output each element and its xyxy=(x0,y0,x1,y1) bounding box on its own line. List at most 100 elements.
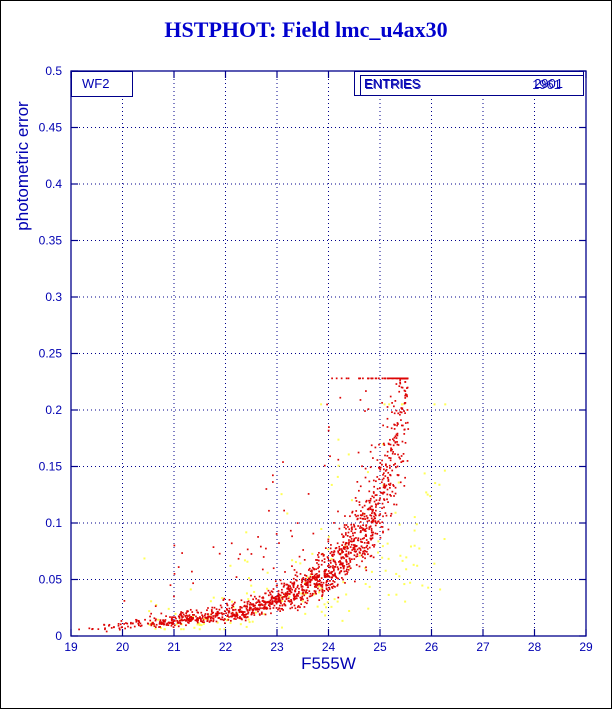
data-point xyxy=(381,526,384,528)
data-point xyxy=(133,625,136,628)
data-point xyxy=(364,528,367,531)
data-point xyxy=(375,509,377,512)
data-point xyxy=(78,628,80,631)
data-point xyxy=(274,601,277,603)
data-point xyxy=(313,590,316,592)
data-point xyxy=(381,502,384,505)
data-point xyxy=(332,585,335,588)
data-point xyxy=(360,540,362,543)
data-point xyxy=(341,577,343,579)
data-point xyxy=(406,460,409,462)
data-point xyxy=(409,581,412,584)
data-point xyxy=(244,613,247,616)
data-point xyxy=(384,512,387,514)
data-point xyxy=(278,597,281,600)
data-point xyxy=(354,580,356,583)
data-point xyxy=(261,607,263,610)
data-point xyxy=(195,615,197,618)
data-point xyxy=(293,593,296,596)
data-point xyxy=(190,620,192,622)
data-point xyxy=(326,601,329,604)
data-point xyxy=(218,628,221,631)
data-point xyxy=(402,460,405,463)
data-point xyxy=(346,555,349,558)
data-point xyxy=(245,616,247,619)
data-point xyxy=(245,592,248,595)
data-point xyxy=(347,569,350,571)
data-point xyxy=(288,593,290,595)
data-point xyxy=(382,473,384,476)
data-point xyxy=(371,544,374,546)
data-point xyxy=(196,623,199,626)
data-point xyxy=(271,600,274,602)
x-axis-title: F555W xyxy=(301,654,356,673)
data-point xyxy=(355,510,358,512)
data-point xyxy=(173,620,176,622)
data-point xyxy=(355,500,358,502)
data-point xyxy=(201,615,204,618)
data-point xyxy=(331,573,334,576)
data-point xyxy=(240,617,243,620)
data-point xyxy=(312,575,314,578)
data-point xyxy=(366,508,369,511)
data-point xyxy=(370,529,373,532)
data-point xyxy=(371,495,374,498)
data-point xyxy=(323,589,326,592)
data-point xyxy=(223,597,226,600)
data-point xyxy=(374,520,377,523)
data-point xyxy=(192,616,194,619)
data-point xyxy=(238,609,240,611)
data-point xyxy=(209,619,212,622)
data-point xyxy=(343,570,346,573)
data-point xyxy=(300,599,302,601)
data-point xyxy=(349,559,352,562)
data-point xyxy=(210,610,213,613)
data-point xyxy=(392,451,395,453)
data-point xyxy=(337,577,340,580)
data-point xyxy=(404,394,407,397)
data-point xyxy=(356,481,359,483)
data-point xyxy=(323,569,326,571)
data-point xyxy=(313,582,316,585)
data-point xyxy=(396,465,399,468)
data-point xyxy=(249,606,251,609)
data-point xyxy=(395,437,398,439)
data-point xyxy=(243,613,246,616)
data-point xyxy=(167,624,170,626)
data-point xyxy=(192,615,195,618)
data-point xyxy=(186,618,189,621)
data-point xyxy=(348,542,350,545)
data-point xyxy=(326,573,329,575)
data-point xyxy=(325,568,328,571)
data-point xyxy=(382,515,384,518)
data-point xyxy=(124,627,127,630)
data-point xyxy=(347,543,350,546)
data-point xyxy=(380,492,383,494)
data-point xyxy=(150,612,153,615)
data-point xyxy=(267,589,270,592)
data-point xyxy=(159,626,161,628)
data-point xyxy=(232,606,235,609)
data-point xyxy=(346,535,349,537)
data-point xyxy=(313,577,315,580)
data-point xyxy=(340,548,343,550)
data-point xyxy=(433,403,436,406)
data-point xyxy=(148,623,151,626)
data-point xyxy=(324,576,326,578)
data-point xyxy=(210,609,213,611)
data-point xyxy=(318,566,320,568)
data-point xyxy=(250,594,252,597)
data-point xyxy=(399,381,401,384)
data-point xyxy=(287,585,290,588)
data-point xyxy=(225,619,228,622)
data-point xyxy=(327,565,329,567)
x-tick-label: 19 xyxy=(64,640,78,654)
data-point xyxy=(363,529,366,532)
data-point xyxy=(305,579,307,582)
data-point xyxy=(330,551,333,553)
data-point xyxy=(361,546,364,549)
data-point xyxy=(181,619,184,622)
data-point xyxy=(292,583,295,585)
data-point xyxy=(345,570,348,572)
data-point xyxy=(323,570,326,573)
